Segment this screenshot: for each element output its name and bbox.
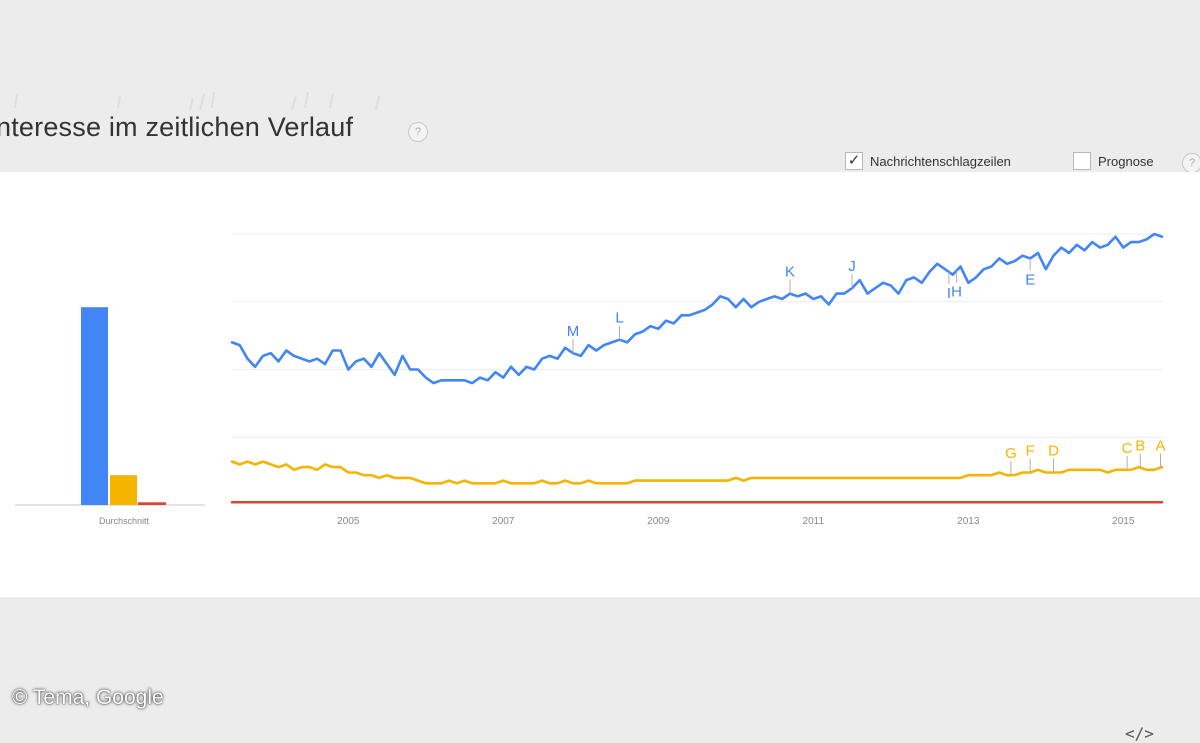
- annotation-label: B: [1135, 438, 1145, 455]
- help-icon[interactable]: ?: [408, 122, 428, 142]
- annotation-label: K: [785, 264, 795, 281]
- news-headlines-label: Nachrichtenschlagzeilen: [870, 153, 1011, 169]
- x-tick-label: 2011: [803, 516, 825, 527]
- page-title: nteresse im zeitlichen Verlauf: [0, 112, 354, 142]
- annotation-label: M: [567, 323, 580, 340]
- annotation-label: F: [1026, 443, 1035, 460]
- annotation-label: J: [848, 258, 856, 275]
- background-artifacts: [14, 91, 380, 111]
- chart-panel: Durchschnitt 2005 2007 2009 2011 2013 2015 M L K J…: [0, 172, 1200, 743]
- forecast-label: Prognose: [1098, 153, 1154, 169]
- annotation-label: L: [615, 310, 623, 327]
- x-tick-label: 2015: [1112, 516, 1135, 527]
- copyright-notice: © Tema, Google: [12, 686, 164, 709]
- annotation-label: D: [1048, 443, 1059, 460]
- annotation-label: G: [1005, 445, 1017, 462]
- average-bar: [110, 475, 137, 505]
- average-label: Durchschnitt: [99, 516, 150, 526]
- news-headlines-checkbox[interactable]: ✓: [845, 152, 863, 170]
- series-line: [230, 232, 1164, 385]
- news-headlines-option[interactable]: ✓ Nachrichtenschlagzeilen: [845, 152, 1011, 170]
- average-bar: [138, 502, 166, 505]
- annotation-label: C: [1122, 440, 1133, 457]
- forecast-help-icon[interactable]: ?: [1182, 153, 1200, 173]
- x-tick-label: 2009: [647, 516, 670, 527]
- average-bar: [81, 307, 108, 505]
- forecast-option[interactable]: Prognose: [1073, 152, 1154, 170]
- x-tick-label: 2013: [957, 516, 980, 527]
- annotation-label: A: [1155, 438, 1165, 455]
- annotation-label: H: [951, 284, 962, 301]
- embed-code-icon[interactable]: </>: [1125, 724, 1154, 743]
- x-tick-label: 2007: [492, 516, 515, 527]
- checkmark-icon: ✓: [847, 152, 861, 169]
- annotation-label: E: [1025, 271, 1035, 288]
- series-line: [230, 460, 1164, 485]
- annotation-label: I: [947, 285, 951, 302]
- forecast-checkbox[interactable]: [1073, 152, 1091, 170]
- interest-over-time-chart: Durchschnitt 2005 2007 2009 2011 2013 2015 M L K J…: [15, 232, 1166, 527]
- x-tick-label: 2005: [337, 516, 360, 527]
